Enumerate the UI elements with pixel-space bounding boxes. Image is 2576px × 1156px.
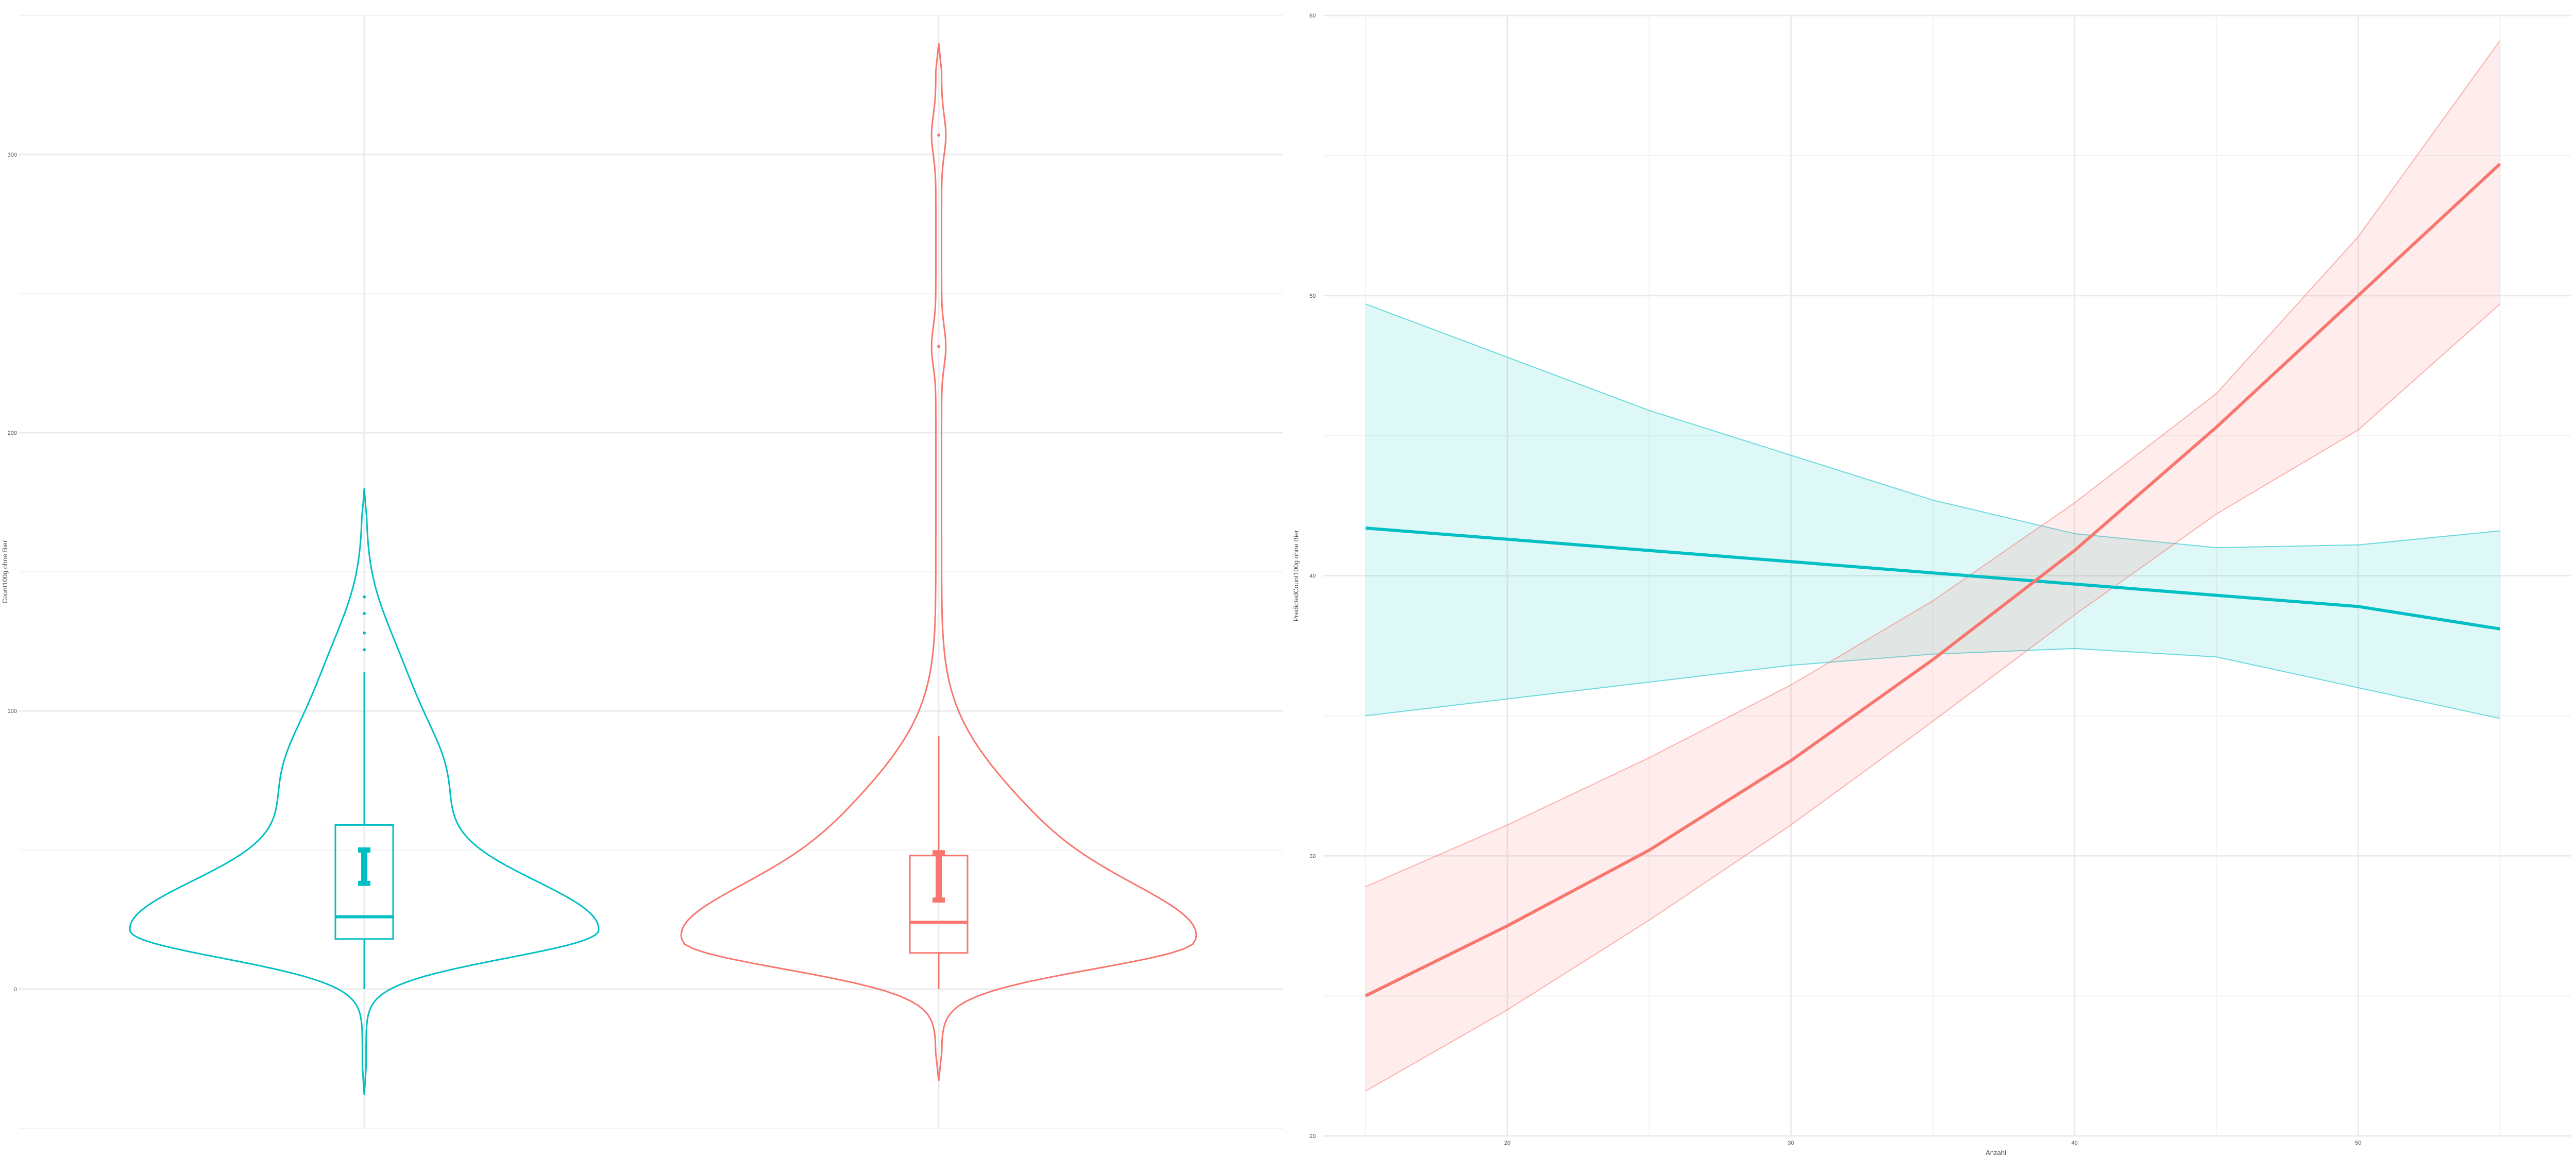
x-tick-label: 40 (2072, 1140, 2078, 1146)
y-tick-label: 100 (8, 708, 17, 715)
x-tick-label: 30 (1788, 1140, 1794, 1146)
confidence-ribbon (1365, 40, 2500, 1091)
x-tick-label: 50 (2355, 1140, 2361, 1146)
box-iqr (334, 824, 394, 940)
ribbon-upper-edge (1365, 40, 2501, 888)
y-tick-label: 0 (14, 987, 17, 993)
y-tick-label: 200 (8, 430, 17, 436)
y-tick-label: 30 (1310, 853, 1316, 859)
y-tick-label: 50 (1310, 293, 1316, 299)
ribbon-lower-edge (1365, 648, 2500, 719)
outlier-point (363, 648, 366, 652)
y-tick-label: 300 (8, 152, 17, 158)
outlier-point (937, 345, 940, 348)
violin-outline (129, 488, 600, 1095)
confidence-ribbon (1365, 304, 2500, 719)
prediction-line (1365, 526, 2500, 631)
ribbon-upper-edge (1365, 303, 2500, 549)
outlier-point (363, 595, 366, 599)
y-axis-title: Count100g ohne Bier (1, 540, 9, 604)
x-tick-label: 20 (1504, 1140, 1511, 1146)
outlier-point (363, 631, 366, 635)
line-chart: 20 30 40 50 60 20 30 40 50 Anzahl PredictedCount10… (1292, 13, 2571, 1156)
outlier-point (363, 612, 366, 615)
y-tick-label: 20 (1310, 1133, 1316, 1140)
ribbon-lower-edge (1365, 303, 2501, 1092)
x-axis-title: Anzahl (1986, 1149, 2006, 1156)
prediction-line (1365, 163, 2501, 997)
y-tick-label: 40 (1310, 573, 1316, 580)
y-tick-label: 60 (1310, 13, 1316, 19)
y-axis-title: PredictedCount100g ohne Bier (1292, 530, 1300, 621)
violin-chart: 0 100 200 300 Count100g ohne Bier (1, 15, 1283, 1129)
violin-outline (680, 43, 1197, 1081)
outlier-point (937, 133, 940, 137)
